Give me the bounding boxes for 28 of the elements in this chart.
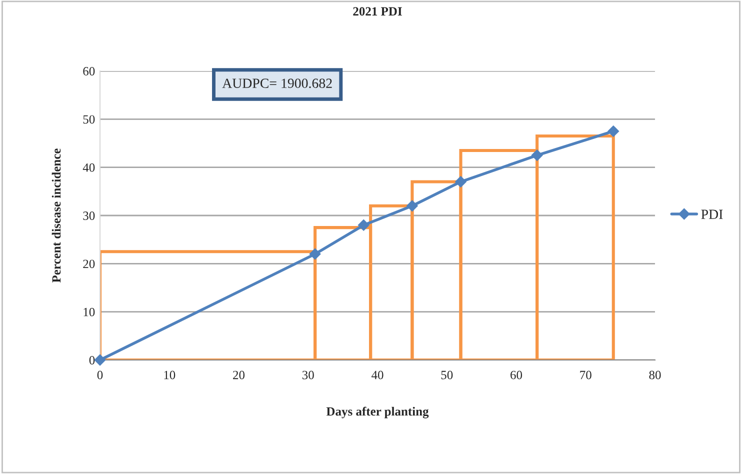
x-tick-label: 80 (649, 370, 661, 380)
chart-title: 2021 PDI (353, 7, 402, 16)
point (531, 150, 543, 161)
y-tick-label: 20 (83, 260, 95, 268)
x-tick-label: 40 (371, 370, 384, 380)
x-tick-label: 10 (164, 370, 176, 380)
x-tick-label: 20 (233, 370, 245, 380)
y-tick-label: 0 (89, 356, 95, 364)
point (94, 354, 106, 366)
y-tick-label: 30 (83, 212, 95, 220)
point (608, 126, 619, 137)
y-tick-label: 50 (83, 115, 95, 124)
x-tick-label: 50 (441, 370, 453, 380)
x-tick-label: 70 (580, 370, 592, 380)
legend-label: PDI (701, 210, 723, 219)
x-tick-label: 0 (97, 370, 103, 380)
point (309, 248, 321, 260)
y-axis-title: Percent disease incidence (52, 148, 61, 283)
point (455, 176, 466, 188)
x-tick-label: 60 (510, 370, 522, 380)
y-tick-label: 40 (82, 163, 95, 172)
y-tick-label: 60 (83, 67, 95, 76)
annotation: AUDPC= 1900.682 (222, 78, 332, 88)
x-tick-label: 30 (302, 370, 314, 380)
y-tick-label: 10 (84, 308, 95, 316)
point (358, 220, 370, 231)
x-axis-title: Days after planting (326, 406, 429, 418)
point (406, 200, 418, 212)
